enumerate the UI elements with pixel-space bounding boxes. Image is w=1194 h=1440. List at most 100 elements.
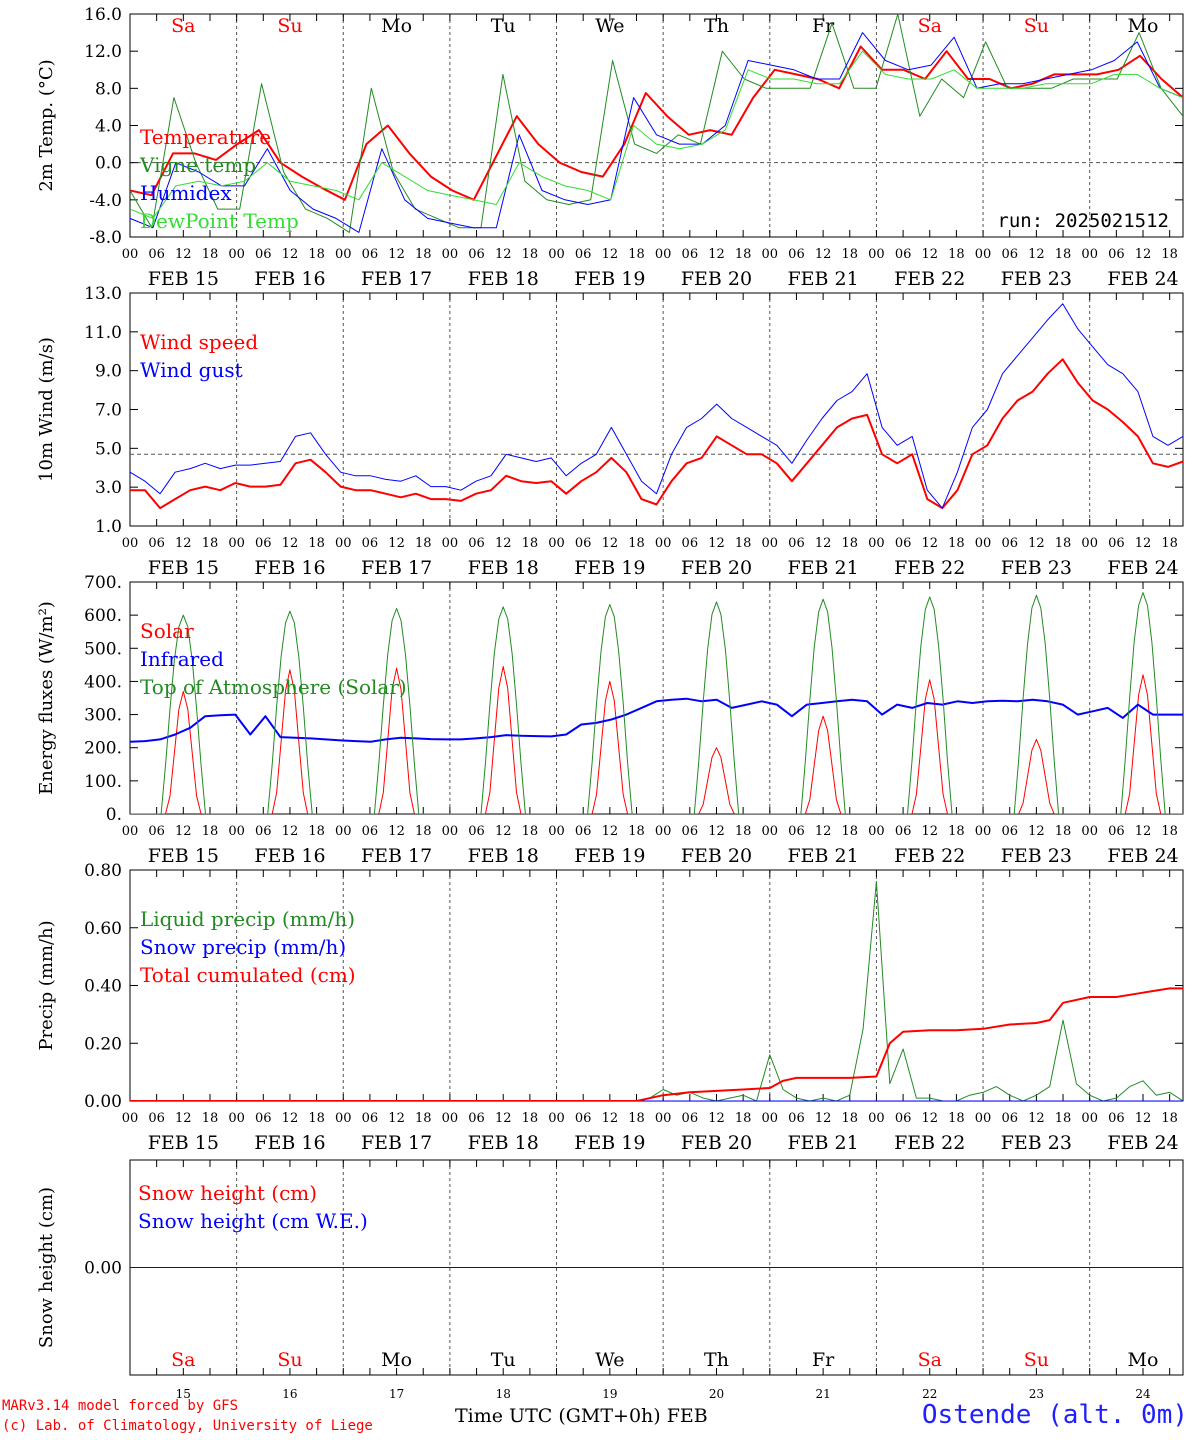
x-date-label: FEB 23 [1001,1132,1072,1154]
credit-line-1: MARv3.14 model forced by GFS [2,1398,239,1414]
x-hour-label: 06 [255,1111,272,1126]
day-name: Mo [381,1349,412,1371]
x-hour-label: 00 [442,1111,459,1126]
x-hour-label: 00 [228,824,245,839]
x-hour-label: 18 [308,1111,325,1126]
x-hour-label: 06 [788,1111,805,1126]
x-hour-label: 06 [682,247,699,262]
x-date-label: FEB 17 [361,845,432,867]
day-name: Mo [381,15,412,37]
x-hour-label: 18 [308,536,325,551]
x-hour-label: 00 [228,536,245,551]
day-name: Mo [1128,15,1159,37]
legend-entry: Total cumulated (cm) [140,963,356,987]
x-hour-label: 00 [335,1111,352,1126]
x-date-label: FEB 16 [254,1132,325,1154]
x-hour-label: 06 [1001,247,1018,262]
x-hour-label: 18 [628,536,645,551]
x-hour-label: 12 [175,824,192,839]
x-hour-label: 12 [175,536,192,551]
x-hour-label: 06 [895,824,912,839]
x-hour-label: 00 [122,824,139,839]
x-date-label: FEB 18 [468,845,539,867]
x-date-label: FEB 21 [787,845,858,867]
x-hour-label: 00 [762,1111,779,1126]
panel-3: 0.00 0.20 0.40 0.60 0.80 Precip (mm/h) 00 06 12 1… [36,861,1184,1154]
x-date-label: FEB 16 [254,557,325,579]
x-hour-label: 12 [708,536,725,551]
x-hour-label: 06 [1108,536,1125,551]
x-hour-label: 00 [655,536,672,551]
x-hour-label: 18 [1161,1111,1178,1126]
legend-entry: Wind speed [140,330,258,354]
legend-entry: Snow height (cm W.E.) [138,1209,368,1233]
x-hour-label: 18 [415,824,432,839]
x-hour-label: 00 [975,1111,992,1126]
day-name: Su [277,1349,302,1371]
x-hour-label: 12 [1028,1111,1045,1126]
x-date-label: FEB 20 [681,557,752,579]
x-date-label: FEB 16 [254,845,325,867]
day-name: We [595,15,624,37]
legend-entry: Infrared [140,647,224,671]
x-hour-label: 12 [1135,1111,1152,1126]
x-hour-label: 18 [308,824,325,839]
x-day-number: 24 [1135,1387,1151,1401]
x-hour-label: 00 [122,247,139,262]
day-name: We [595,1349,624,1371]
x-hour-label: 06 [362,1111,379,1126]
x-hour-label: 06 [255,536,272,551]
day-name: Su [277,15,302,37]
y-tick-label: 0.60 [84,919,122,939]
x-hour-label: 18 [628,247,645,262]
x-hour-label: 00 [1081,247,1098,262]
x-hour-label: 18 [841,247,858,262]
x-hour-label: 18 [202,1111,219,1126]
y-tick-label: 3.0 [95,478,122,498]
x-hour-label: 12 [921,247,938,262]
series-humidex [130,32,1183,233]
x-hour-label: 18 [522,1111,539,1126]
x-date-label: FEB 19 [574,268,645,290]
x-date-label: FEB 21 [787,1132,858,1154]
x-hour-label: 00 [335,824,352,839]
x-hour-label: 00 [442,536,459,551]
y-tick-label: 0. [106,805,122,825]
x-hour-label: 12 [175,247,192,262]
x-hour-label: 12 [708,1111,725,1126]
x-hour-label: 12 [1135,247,1152,262]
x-date-label: FEB 22 [894,1132,965,1154]
x-hour-label: 18 [522,247,539,262]
legend-entry: Liquid precip (mm/h) [140,907,355,931]
x-hour-label: 06 [1001,1111,1018,1126]
x-date-label: FEB 15 [148,1132,219,1154]
x-hour-label: 12 [1028,247,1045,262]
x-date-label: FEB 23 [1001,557,1072,579]
x-hour-label: 18 [522,824,539,839]
day-name: Sa [918,15,942,37]
x-hour-label: 18 [522,536,539,551]
x-hour-label: 06 [1108,247,1125,262]
x-hour-label: 12 [1135,536,1152,551]
x-hour-label: 18 [1161,247,1178,262]
x-hour-label: 18 [628,824,645,839]
x-hour-label: 06 [895,247,912,262]
station-label: Ostende (alt. 0m) [921,1400,1188,1430]
x-hour-label: 12 [815,536,832,551]
x-day-number: 15 [176,1387,191,1401]
series-liquid-precip-mm-h- [130,881,1183,1101]
y-tick-label: 0.00 [84,1259,122,1279]
x-hour-label: 00 [868,1111,885,1126]
x-hour-label: 12 [602,1111,619,1126]
y-tick-label: 8.0 [95,79,122,99]
x-hour-label: 12 [1028,824,1045,839]
x-day-number: 22 [922,1387,937,1401]
x-date-label: FEB 24 [1107,1132,1178,1154]
panel-frame [129,13,1184,238]
x-hour-label: 00 [655,824,672,839]
run-label: run: 2025021512 [997,210,1169,232]
credit-line-2: (c) Lab. of Climatology, University of L… [2,1418,373,1434]
x-hour-label: 18 [202,536,219,551]
x-hour-label: 18 [735,536,752,551]
x-hour-label: 00 [655,1111,672,1126]
